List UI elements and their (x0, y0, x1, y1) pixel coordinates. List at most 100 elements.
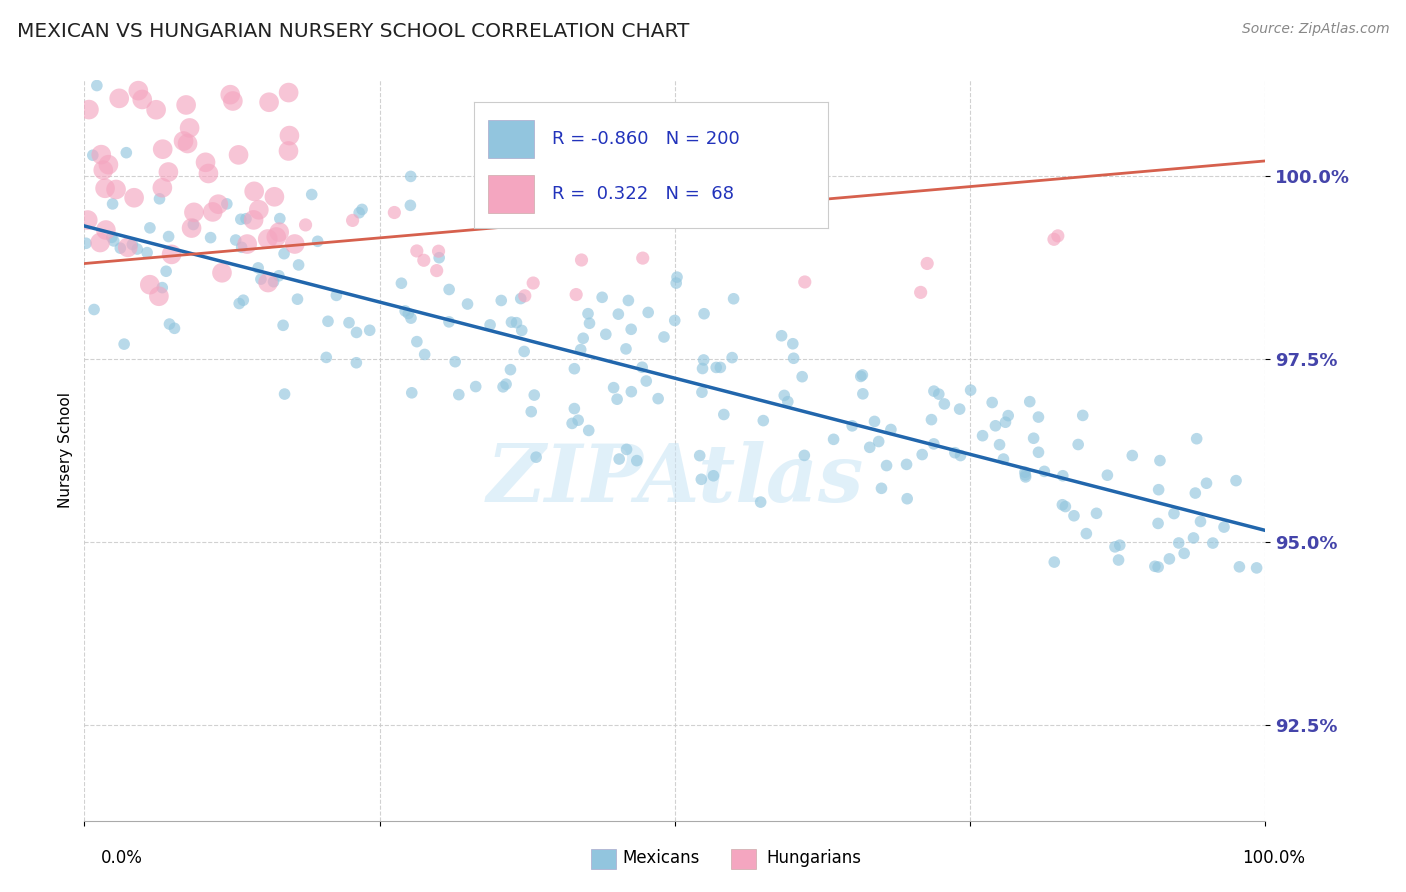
Point (83, 302, 105, 317)
Point (852, 387, 875, 401)
Point (849, 369, 872, 384)
Point (242, 213, 264, 227)
Point (101, 197, 124, 211)
Point (616, 442, 638, 457)
Point (207, 197, 229, 211)
Point (277, 144, 299, 158)
Point (910, 285, 932, 300)
Text: 100.0%: 100.0% (1241, 849, 1305, 867)
Point (263, 275, 285, 289)
Point (194, 155, 217, 169)
Point (89, 235, 111, 250)
Y-axis label: Nursery School: Nursery School (58, 392, 73, 508)
Point (499, 362, 522, 376)
Point (94, 223, 117, 237)
Point (347, 206, 370, 220)
Point (263, 190, 285, 204)
Point (1043, 555, 1066, 569)
Point (1052, 498, 1074, 512)
Point (110, 241, 132, 255)
Point (911, 448, 934, 462)
Point (523, 388, 546, 402)
Point (564, 401, 586, 416)
Point (773, 388, 796, 402)
Point (117, 240, 139, 254)
Point (631, 360, 654, 375)
Point (949, 402, 972, 417)
Point (920, 412, 942, 426)
Point (702, 468, 724, 483)
Point (76, 213, 98, 227)
Point (868, 434, 890, 449)
Point (637, 305, 659, 319)
Point (1147, 483, 1170, 497)
Point (652, 330, 675, 344)
Point (1063, 508, 1085, 523)
Point (183, 205, 205, 219)
Point (723, 292, 745, 306)
Point (692, 361, 714, 376)
Point (620, 384, 643, 399)
Point (1104, 540, 1126, 554)
Point (614, 342, 637, 356)
Point (405, 244, 427, 258)
Point (647, 392, 669, 406)
Point (201, 205, 224, 219)
Point (479, 318, 502, 332)
Point (617, 293, 640, 308)
Point (122, 191, 145, 205)
Point (399, 198, 422, 212)
Point (1185, 432, 1208, 446)
Point (636, 374, 658, 388)
Point (567, 413, 589, 427)
Point (235, 211, 257, 226)
Point (782, 336, 804, 351)
Point (984, 418, 1007, 433)
Point (277, 86, 299, 100)
Point (412, 253, 434, 268)
Point (444, 355, 467, 369)
Point (90, 147, 112, 161)
Point (626, 453, 648, 467)
Point (150, 180, 173, 194)
Point (163, 321, 186, 335)
Point (346, 326, 368, 340)
Point (284, 237, 307, 252)
Point (437, 283, 460, 297)
Point (105, 182, 128, 196)
Point (325, 288, 347, 302)
Point (522, 276, 544, 290)
Point (880, 423, 903, 437)
Point (247, 260, 270, 275)
Point (713, 408, 735, 422)
Point (155, 264, 177, 278)
Point (457, 297, 479, 311)
Point (97, 158, 120, 172)
Point (959, 383, 981, 397)
Point (870, 481, 893, 495)
Point (352, 202, 374, 217)
Point (437, 315, 460, 329)
Point (689, 449, 711, 463)
Point (1018, 394, 1040, 409)
Point (1022, 431, 1045, 445)
Point (692, 353, 714, 368)
Point (231, 240, 253, 254)
Point (1014, 467, 1036, 482)
Point (1071, 409, 1094, 423)
Point (620, 322, 643, 336)
Point (127, 84, 149, 98)
Point (1195, 476, 1218, 491)
Point (247, 202, 270, 217)
Point (994, 415, 1017, 429)
Point (1033, 464, 1056, 478)
Point (1121, 449, 1143, 463)
Point (526, 206, 548, 220)
Point (1097, 468, 1119, 483)
Point (273, 387, 295, 401)
Point (267, 268, 290, 283)
Point (257, 276, 280, 290)
Point (572, 331, 595, 345)
Text: Hungarians: Hungarians (766, 849, 862, 867)
Point (173, 134, 195, 148)
